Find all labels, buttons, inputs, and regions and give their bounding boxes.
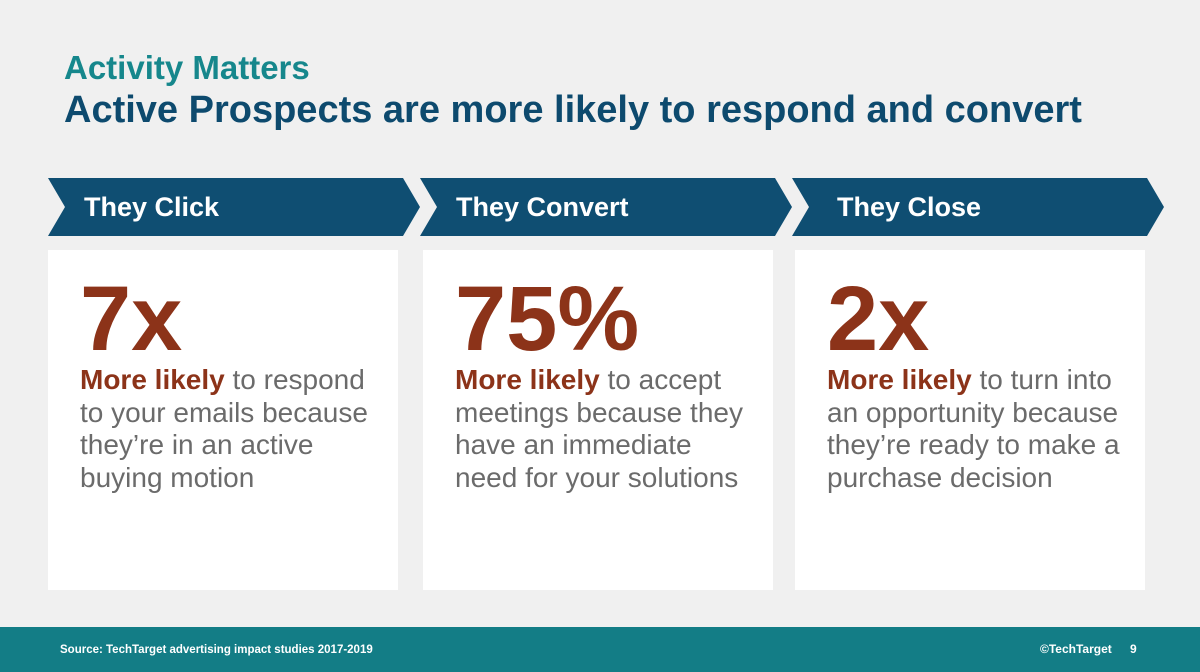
stat-description-lead: More likely [80,364,225,395]
stat-description: More likely to accept meetings because t… [455,364,755,494]
chevron-they-close: They Close [792,178,1164,236]
page-number: 9 [1130,642,1137,656]
stat-card-close: 2x More likely to turn into an opportuni… [795,250,1145,590]
chevron-they-convert: They Convert [420,178,792,236]
slide-title: Active Prospects are more likely to resp… [64,88,1082,132]
stat-description: More likely to turn into an opportunity … [827,364,1127,494]
stat-value: 75% [455,264,639,374]
stat-value: 7x [80,264,182,374]
stat-card-convert: 75% More likely to accept meetings becau… [423,250,773,590]
slide-subtitle: Activity Matters [64,50,310,86]
chevron-label: They Convert [456,178,629,236]
stat-description: More likely to respond to your emails be… [80,364,380,494]
chevron-label: They Click [84,178,219,236]
source-note: Source: TechTarget advertising impact st… [60,644,373,656]
stat-card-click: 7x More likely to respond to your emails… [48,250,398,590]
footer-bar: Source: TechTarget advertising impact st… [0,627,1200,672]
chevron-label: They Close [837,178,981,236]
copyright-text: ©TechTarget [1040,642,1112,656]
stat-value: 2x [827,264,929,374]
stat-description-lead: More likely [455,364,600,395]
chevron-they-click: They Click [48,178,420,236]
stat-description-lead: More likely [827,364,972,395]
